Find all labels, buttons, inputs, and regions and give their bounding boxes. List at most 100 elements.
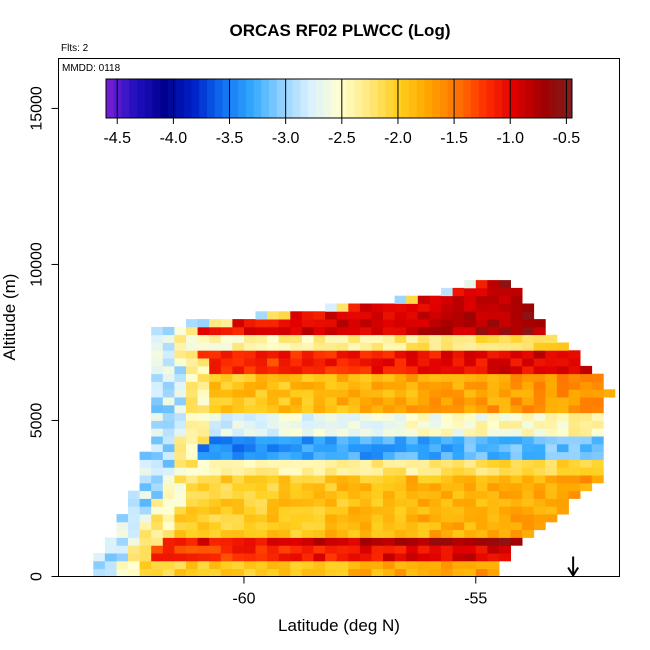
heatmap-cell [429,334,442,343]
heatmap-cell [371,436,384,445]
heatmap-cell [336,397,349,406]
heatmap-cell [267,397,280,406]
heatmap-cell [510,412,523,421]
heatmap-cell [510,443,523,453]
heatmap-cell [128,537,140,546]
heatmap-cell [151,482,164,492]
heatmap-cell [162,506,175,515]
heatmap-cell [359,451,372,460]
heatmap-cell [232,451,245,460]
heatmap-cell [336,498,349,507]
heatmap-cell [522,342,535,351]
heatmap-cell [452,506,465,515]
heatmap-cell [406,311,419,320]
heatmap-cell [417,350,430,359]
heatmap-cell [348,311,361,320]
heatmap-cell [475,319,488,328]
heatmap-cell [174,467,187,476]
heatmap-cell [325,529,338,538]
heatmap-cell [359,311,372,320]
heatmap-cell [139,459,152,468]
heatmap-cell [417,311,430,320]
heatmap-cell [580,397,593,406]
heatmap-cell [220,334,233,343]
heatmap-cell [441,404,453,414]
heatmap-cell [278,560,291,570]
heatmap-cell [348,451,361,460]
heatmap-cell [499,443,511,453]
heatmap-cell [325,506,338,515]
heatmap-cell [348,553,361,562]
heatmap-cell [325,560,338,570]
heatmap-cell [174,326,187,336]
heatmap-cell [441,334,453,343]
heatmap-cell [452,482,465,492]
heatmap-cell [371,326,384,336]
heatmap-cell [139,521,152,531]
heatmap-cell [545,482,558,492]
heatmap-cell [487,521,500,531]
heatmap-cell [151,342,164,351]
heatmap-cell [197,537,210,546]
heatmap-cell [417,553,430,562]
heatmap-cell [359,397,372,406]
heatmap-cell [499,365,511,375]
colorbar-tick-label: -4.0 [160,130,188,147]
colorbar-segment [269,79,278,118]
heatmap-cell [522,373,535,382]
heatmap-cell [406,514,419,523]
heatmap-cell [197,420,210,429]
heatmap-cell [371,311,384,320]
heatmap-cell [290,350,303,359]
heatmap-cell [556,475,569,484]
heatmap-cell [220,506,233,515]
heatmap-cell [441,490,453,499]
heatmap-cell [209,475,222,484]
heatmap-cell [197,490,210,499]
heatmap-cell [383,428,395,437]
heatmap-cell [313,334,326,343]
heatmap-cell [383,397,395,406]
heatmap-cell [162,334,175,343]
heatmap-cell [209,490,222,499]
heatmap-cell [510,506,523,515]
heatmap-cell [406,436,419,445]
heatmap-cell [290,537,303,546]
heatmap-cell [371,545,384,554]
heatmap-cell [313,373,326,382]
heatmap-cell [383,490,395,499]
heatmap-cell [464,545,477,554]
heatmap-cell [429,365,442,375]
heatmap-cell [325,358,338,367]
heatmap-cell [545,373,558,382]
heatmap-cell [220,420,233,429]
heatmap-cell [371,365,384,375]
heatmap-cell [301,451,314,460]
heatmap-cell [232,404,245,414]
heatmap-cell [394,451,407,460]
heatmap-cell [371,459,384,468]
heatmap-cell [406,365,419,375]
heatmap-cell [186,506,198,515]
heatmap-cell [197,334,210,343]
heatmap-cell [186,381,198,390]
heatmap-cell [301,475,314,484]
colorbar-segment [471,79,480,118]
heatmap-cell [371,521,384,531]
heatmap-cell [197,553,210,562]
heatmap-cell [278,334,291,343]
plot-area-frame [58,58,620,577]
heatmap-cell [533,350,546,359]
heatmap-cell [475,529,488,538]
heatmap-cell [452,498,465,507]
colorbar-segment [478,79,487,118]
heatmap-cell [510,303,523,312]
heatmap-cell [441,545,453,554]
heatmap-cell [244,498,256,507]
heatmap-cell [591,373,604,382]
heatmap-cell [348,514,361,523]
heatmap-cell [441,342,453,351]
heatmap-cell [209,381,222,390]
heatmap-cell [301,459,314,468]
colorbar-segment [284,79,293,118]
